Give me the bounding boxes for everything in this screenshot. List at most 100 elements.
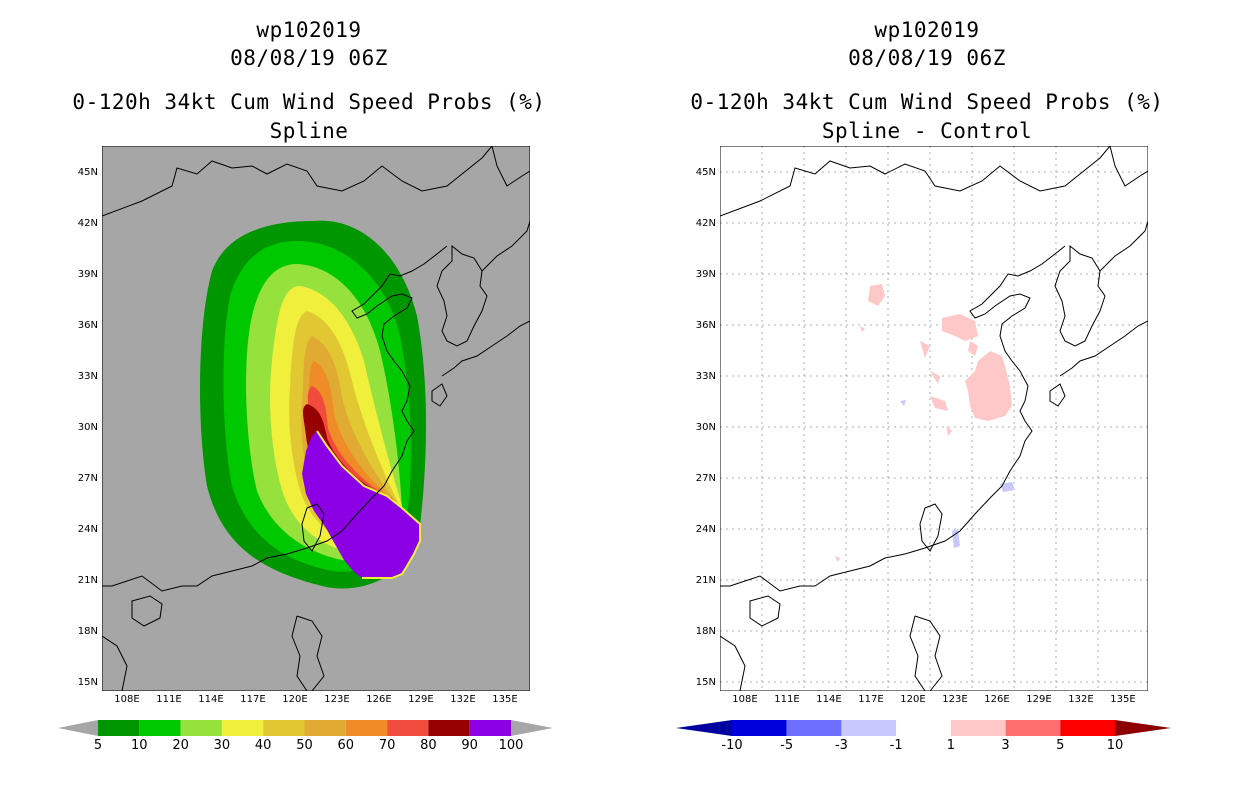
lat-label: 30N <box>695 422 716 433</box>
colorbar-label: 80 <box>420 738 437 753</box>
colorbar-cell <box>263 720 305 736</box>
colorbar-cell <box>98 720 140 736</box>
colorbar-label: -10 <box>721 738 743 753</box>
lat-label: 15N <box>77 677 98 688</box>
colorbar-cell <box>732 720 787 736</box>
lat-label: 36N <box>77 320 98 331</box>
lon-label: 108E <box>114 694 140 705</box>
colorbar-cell <box>1060 720 1115 736</box>
colorbar-cells <box>98 720 511 736</box>
colorbar-label: 70 <box>378 738 396 753</box>
lon-label: 126E <box>366 694 392 705</box>
probability-map <box>102 146 530 691</box>
lon-label: 123E <box>942 694 968 705</box>
lat-label: 27N <box>695 473 716 484</box>
lat-label: 33N <box>77 371 98 382</box>
storm-id: wp102019 <box>874 18 980 42</box>
colorbar-label: -1 <box>889 738 903 753</box>
lon-label: 132E <box>450 694 476 705</box>
lon-label: 126E <box>984 694 1010 705</box>
lon-label: 120E <box>282 694 308 705</box>
colorbar-label: 100 <box>498 738 524 753</box>
colorbar-right-arrow <box>511 720 553 736</box>
colorbar-label: 50 <box>296 738 313 753</box>
lat-label: 45N <box>77 167 98 178</box>
lon-label: 120E <box>900 694 926 705</box>
colorbar-right-arrow <box>1115 720 1171 736</box>
colorbar-cell <box>387 720 429 736</box>
lat-label: 21N <box>695 575 716 586</box>
colorbar-left-arrow <box>58 720 98 736</box>
colorbar-label: 5 <box>93 738 103 753</box>
lon-label: 132E <box>1068 694 1094 705</box>
colorbar-label: 40 <box>254 738 272 753</box>
colorbar-label: 5 <box>1056 738 1065 753</box>
colorbar-cell <box>786 720 842 736</box>
lon-label: 135E <box>492 694 518 705</box>
colorbar-cell <box>896 720 951 736</box>
lat-label: 45N <box>695 167 716 178</box>
storm-id: wp102019 <box>256 18 362 42</box>
lat-label: 24N <box>695 524 716 535</box>
lon-label: 123E <box>324 694 350 705</box>
colorbar-label: -3 <box>834 738 848 753</box>
colorbar-label: 60 <box>337 738 355 753</box>
colorbar-label: 3 <box>1001 738 1010 753</box>
lon-label: 111E <box>774 694 800 705</box>
lat-label: 30N <box>77 422 98 433</box>
colorbar <box>58 720 553 736</box>
plot-title: 0-120h 34kt Cum Wind Speed Probs (%) <box>72 90 546 114</box>
lat-label: 18N <box>77 626 98 637</box>
lat-label: 18N <box>695 626 716 637</box>
colorbar-cell <box>841 720 897 736</box>
lat-label: 27N <box>77 473 98 484</box>
probability-bands <box>200 220 426 589</box>
lon-label: 135E <box>1110 694 1136 705</box>
lon-label: 129E <box>1026 694 1052 705</box>
colorbar-cell <box>139 720 181 736</box>
colorbar-label: -5 <box>780 738 794 753</box>
lat-label: 42N <box>77 218 98 229</box>
colorbar-label: 1 <box>946 738 955 753</box>
lat-label: 33N <box>695 371 716 382</box>
lat-label: 21N <box>77 575 98 586</box>
colorbar-cell <box>345 720 388 736</box>
lat-label: 39N <box>695 269 716 280</box>
lat-label: 24N <box>77 524 98 535</box>
lon-label: 114E <box>816 694 842 705</box>
colorbar-label: 30 <box>213 738 231 753</box>
colorbar-cell <box>950 720 1006 736</box>
colorbar-left-arrow <box>676 720 732 736</box>
lon-label: 114E <box>198 694 224 705</box>
plot-subtitle: Spline <box>269 119 349 143</box>
plot-subtitle: Spline - Control <box>821 119 1033 143</box>
colorbar-label: 90 <box>461 738 478 753</box>
colorbar-cell <box>304 720 346 736</box>
left-panel: wp102019 08/08/19 06Z 0-120h 34kt Cum Wi… <box>58 18 553 753</box>
datetime: 08/08/19 06Z <box>848 46 1006 70</box>
lon-label: 129E <box>408 694 434 705</box>
colorbar-label: 10 <box>131 738 148 753</box>
plot-title: 0-120h 34kt Cum Wind Speed Probs (%) <box>690 90 1164 114</box>
lon-label: 117E <box>858 694 884 705</box>
colorbar-label: 20 <box>172 738 189 753</box>
colorbar-cells <box>732 720 1115 736</box>
lon-label: 111E <box>156 694 182 705</box>
lon-label: 108E <box>732 694 758 705</box>
colorbar <box>676 720 1171 736</box>
difference-map <box>720 146 1148 691</box>
colorbar-cell <box>1005 720 1061 736</box>
lon-label: 117E <box>240 694 266 705</box>
colorbar-cell <box>180 720 222 736</box>
colorbar-label: 10 <box>1106 738 1124 753</box>
lat-label: 15N <box>695 677 716 688</box>
colorbar-cell <box>469 720 511 736</box>
right-panel: wp102019 08/08/19 06Z 0-120h 34kt Cum Wi… <box>618 0 1236 800</box>
colorbar-cell <box>428 720 470 736</box>
lat-label: 36N <box>695 320 716 331</box>
lat-label: 39N <box>77 269 98 280</box>
lat-label: 42N <box>695 218 716 229</box>
difference-patches <box>835 284 1012 562</box>
colorbar-cell <box>221 720 264 736</box>
datetime: 08/08/19 06Z <box>230 46 388 70</box>
